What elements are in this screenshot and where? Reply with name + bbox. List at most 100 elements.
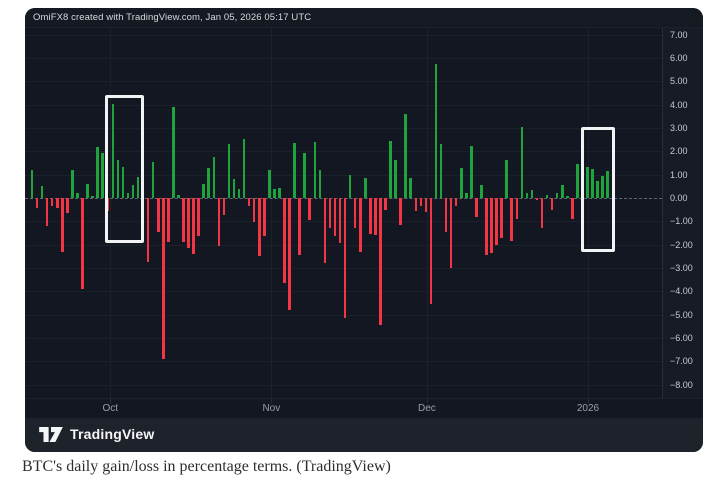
chart-plot-area[interactable] <box>25 28 662 398</box>
bar <box>76 193 79 198</box>
tradingview-chart-card: OmiFX8 created with TradingView.com, Jan… <box>25 8 703 452</box>
bar <box>187 198 190 249</box>
gridline-vertical <box>271 28 273 398</box>
bar <box>550 198 554 210</box>
bar <box>273 188 276 198</box>
bar <box>227 144 231 198</box>
bar <box>384 198 387 210</box>
gridline-horizontal <box>25 314 662 316</box>
bar <box>217 198 221 246</box>
bar <box>530 189 534 198</box>
bar <box>126 193 130 198</box>
y-axis-label: −5.00 <box>670 309 693 320</box>
gridline-horizontal <box>25 221 662 223</box>
x-axis-label: 2026 <box>576 403 600 414</box>
gridline-horizontal <box>25 174 662 176</box>
bar <box>338 198 342 244</box>
y-axis-label: 0.00 <box>670 193 688 203</box>
price-axis[interactable]: 7.00 6.00 5.00 4.00 3.00 2.00 1.00 0.00 −1.00 −2.… <box>662 28 703 398</box>
bar <box>515 198 519 219</box>
bar <box>389 140 392 198</box>
bar <box>86 184 89 198</box>
bar <box>116 159 120 198</box>
y-axis-label: −6.00 <box>670 332 693 343</box>
bar <box>586 166 589 198</box>
bar <box>591 168 594 198</box>
bar <box>358 198 362 252</box>
bar <box>278 187 281 198</box>
bar <box>172 107 175 198</box>
bar <box>454 198 458 207</box>
bar <box>510 198 514 242</box>
x-axis-tick <box>426 399 428 403</box>
bar <box>333 198 337 237</box>
y-axis-label: −1.00 <box>670 216 693 227</box>
y-axis-label: −8.00 <box>670 379 693 390</box>
bar <box>419 198 423 207</box>
bar <box>45 198 49 226</box>
image-caption: BTC's daily gain/loss in percentage term… <box>22 458 391 475</box>
bar <box>353 198 357 229</box>
bar <box>257 198 261 257</box>
chart-attribution: OmiFX8 created with TradingView.com, Jan… <box>25 8 703 28</box>
bar <box>545 194 549 198</box>
bar <box>449 198 453 268</box>
bar <box>242 138 246 198</box>
y-axis-label: 7.00 <box>670 29 688 40</box>
gridline-horizontal <box>25 291 662 293</box>
bar <box>470 145 473 198</box>
bar <box>167 198 170 243</box>
chart-row: 7.00 6.00 5.00 4.00 3.00 2.00 1.00 0.00 −1.00 −2.… <box>25 28 703 398</box>
bar <box>566 195 569 198</box>
tradingview-logo-icon <box>39 426 63 442</box>
y-axis-label: 5.00 <box>670 76 688 87</box>
x-axis-label: Oct <box>102 403 119 414</box>
bar <box>465 193 468 198</box>
bar <box>55 198 59 209</box>
x-axis-tick <box>110 399 112 403</box>
gridline-horizontal <box>25 337 662 339</box>
bar <box>222 198 226 216</box>
bar <box>429 198 433 305</box>
y-axis-label: −7.00 <box>670 356 693 367</box>
bar <box>50 198 54 207</box>
bar <box>156 198 160 232</box>
bar <box>237 188 241 198</box>
bar <box>409 178 413 198</box>
bar <box>560 185 564 198</box>
bar <box>348 174 352 198</box>
bar <box>328 198 332 229</box>
bar <box>303 152 306 198</box>
bar <box>81 198 84 289</box>
bar <box>444 198 448 232</box>
bar <box>313 142 317 198</box>
bar <box>555 193 559 198</box>
bar <box>111 103 115 198</box>
bar <box>66 198 69 214</box>
bar <box>247 198 251 207</box>
bar <box>35 198 39 209</box>
tradingview-logo[interactable]: TradingView <box>39 426 154 442</box>
bar <box>485 198 488 256</box>
y-axis-label: −4.00 <box>670 286 693 297</box>
gridline-horizontal <box>25 34 662 36</box>
bar <box>40 186 44 198</box>
logo-strip: TradingView <box>25 418 703 452</box>
bar <box>369 198 372 235</box>
bar <box>131 185 135 198</box>
bar <box>212 157 216 198</box>
gridline-horizontal <box>25 244 662 246</box>
y-axis-label: −2.00 <box>670 239 693 250</box>
bar <box>374 198 377 236</box>
bar <box>61 198 64 252</box>
time-axis[interactable]: Oct Nov Dec 2026 <box>25 398 703 418</box>
bar <box>459 167 463 198</box>
bar <box>505 159 508 198</box>
gridline-horizontal <box>25 104 662 106</box>
zero-line <box>25 198 662 199</box>
gridline-horizontal <box>25 361 662 363</box>
gridline-horizontal <box>25 81 662 83</box>
y-axis-label: 6.00 <box>670 53 688 64</box>
bar <box>490 198 493 253</box>
